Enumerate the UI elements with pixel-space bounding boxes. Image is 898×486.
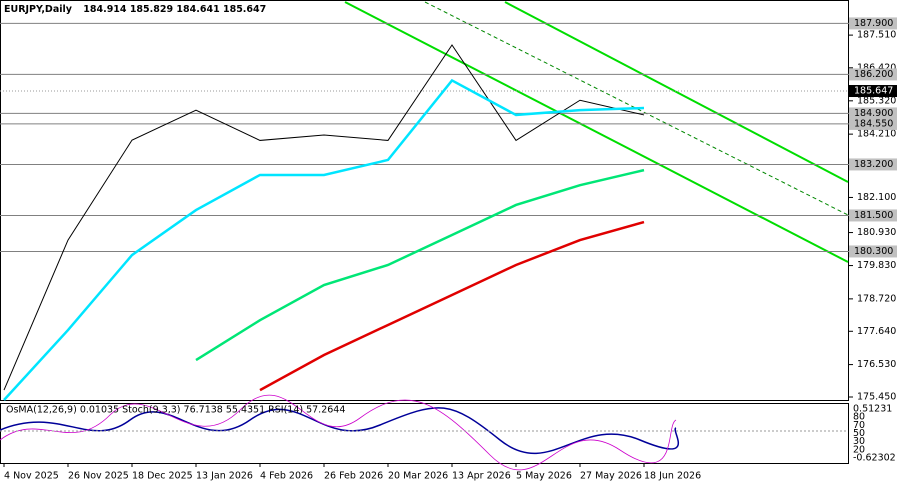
y-tick-label: 182.100 xyxy=(857,192,896,203)
level-label: 180.300 xyxy=(854,246,893,257)
x-tick-label: 4 Nov 2025 xyxy=(4,471,59,482)
main-pane-frame xyxy=(0,0,849,401)
level-box xyxy=(849,68,897,81)
current-price-box xyxy=(849,85,897,98)
level-box xyxy=(849,107,897,120)
level-label: 181.500 xyxy=(854,210,893,221)
indicator-scale-label: 30 xyxy=(853,436,865,447)
x-tick-label: 27 May 2026 xyxy=(580,471,642,482)
x-tick-label: 13 Apr 2026 xyxy=(452,471,511,482)
x-tick-label: 5 May 2026 xyxy=(516,471,572,482)
rsi-line xyxy=(0,407,680,455)
level-label: 184.550 xyxy=(854,118,893,129)
level-box xyxy=(849,158,897,171)
current-price-label: 185.647 xyxy=(854,86,893,97)
series-line xyxy=(259,220,645,392)
trend-line xyxy=(424,1,849,216)
x-tick-label: 26 Nov 2025 xyxy=(68,471,129,482)
level-label: 186.200 xyxy=(854,69,893,80)
indicator-scale-label: 0.51231 xyxy=(853,404,892,415)
ohlc-text: 184.914 185.829 184.641 185.647 xyxy=(83,4,266,15)
level-box xyxy=(849,17,897,30)
indicator-scale-label: 50 xyxy=(853,428,865,439)
x-tick-label: 18 Dec 2025 xyxy=(132,471,193,482)
level-box xyxy=(849,209,897,222)
channel-line xyxy=(344,1,849,263)
x-tick-label: 18 Jun 2026 xyxy=(644,471,701,482)
level-box xyxy=(849,245,897,258)
y-tick-label: 185.320 xyxy=(857,95,896,106)
indicator-scale-label: 70 xyxy=(853,420,865,431)
x-tick-label: 13 Jan 2026 xyxy=(196,471,253,482)
x-tick-label: 4 Feb 2026 xyxy=(260,471,313,482)
level-box xyxy=(849,117,897,130)
x-tick-label: 26 Feb 2026 xyxy=(324,471,383,482)
channel-line xyxy=(504,1,849,183)
y-tick-label: 186.420 xyxy=(857,62,896,73)
series-line xyxy=(195,168,645,362)
indicator-traces xyxy=(0,394,848,471)
symbol: EURJPY,Daily 184.914 185.829 184.641 185… xyxy=(4,4,266,15)
series-line xyxy=(3,78,645,401)
symbol-text: EURJPY,Daily xyxy=(4,4,73,15)
level-label: 183.200 xyxy=(854,159,893,170)
y-tick-label: 179.830 xyxy=(857,260,896,271)
y-tick-label: 176.530 xyxy=(857,359,896,370)
level-label: 184.900 xyxy=(854,108,893,119)
indicator-text: OsMA(12,26,9) 0.01035 Stoch(9,3,3) 76.71… xyxy=(6,405,345,416)
level-label: 187.900 xyxy=(854,18,893,29)
stoch-line xyxy=(0,394,677,471)
y-tick-label: 177.640 xyxy=(857,326,896,337)
y-tick-label: 184.210 xyxy=(857,129,896,140)
y-tick-label: 175.450 xyxy=(857,391,896,402)
x-tick-label: 20 Mar 2026 xyxy=(388,471,448,482)
indicator-scale-label: 80 xyxy=(853,412,865,423)
indicator-scale-label: -0.62302 xyxy=(853,453,896,464)
indicator-scale-label: 20 xyxy=(853,444,865,455)
y-tick-label: 180.930 xyxy=(857,227,896,238)
series-line xyxy=(3,44,645,391)
y-tick-label: 187.510 xyxy=(857,30,896,41)
y-tick-label: 178.720 xyxy=(857,293,896,304)
trend-channel xyxy=(344,1,849,263)
